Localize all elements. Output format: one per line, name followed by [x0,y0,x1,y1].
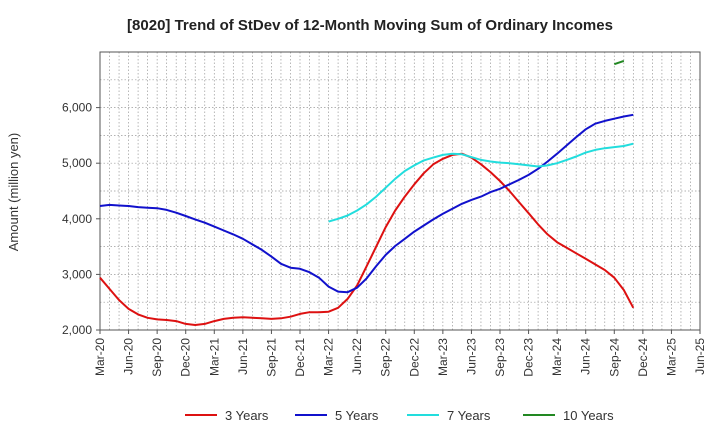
y-axis-ticks: 2,000 3,000 4,000 5,000 6,000 [62,101,100,337]
y-tick-label: 5,000 [62,156,92,170]
x-tick-label: Jun-22 [350,338,364,375]
x-tick-label: Sep-23 [493,338,507,377]
y-tick-label: 2,000 [62,323,92,337]
x-tick-label: Jun-24 [579,338,593,375]
x-tick-label: Sep-22 [379,338,393,377]
series-line-5-years [99,113,634,294]
x-axis-ticks: Mar-20 Jun-20 Sep-20 Dec-20 Mar-21 Jun-21 Sep-… [93,330,707,377]
x-tick-label: Mar-21 [207,338,221,376]
legend-label: 5 Years [335,408,379,423]
legend-label: 7 Years [447,408,491,423]
x-tick-label: Sep-21 [264,338,278,377]
x-tick-label: Dec-21 [293,338,307,377]
x-tick-label: Jun-20 [122,338,136,375]
grid-lines [100,52,700,330]
x-tick-label: Mar-23 [436,338,450,376]
y-tick-label: 6,000 [62,101,92,115]
x-tick-label: Sep-20 [150,338,164,377]
x-tick-label: Dec-22 [407,338,421,377]
x-tick-label: Jun-21 [236,338,250,375]
x-tick-label: Dec-23 [522,338,536,377]
x-tick-label: Dec-24 [636,338,650,377]
legend: 3 Years 5 Years 7 Years 10 Years [185,408,614,423]
series-line-7-years [328,142,634,223]
legend-label: 10 Years [563,408,614,423]
series-line-10-years [613,59,625,66]
x-tick-label: Mar-22 [322,338,336,376]
x-tick-label: Jun-25 [693,338,707,375]
x-tick-label: Mar-20 [93,338,107,376]
series-lines [99,59,635,326]
x-tick-label: Jun-23 [464,338,478,375]
x-tick-label: Mar-24 [550,338,564,376]
y-axis-label: Amount (million yen) [6,133,21,252]
x-tick-label: Sep-24 [607,338,621,377]
x-tick-label: Mar-25 [664,338,678,376]
y-tick-label: 3,000 [62,267,92,281]
chart-title: [8020] Trend of StDev of 12-Month Moving… [127,17,613,34]
x-tick-label: Dec-20 [179,338,193,377]
plot-frame [99,51,701,331]
legend-label: 3 Years [225,408,269,423]
series-line-3-years [99,152,635,326]
y-tick-label: 4,000 [62,212,92,226]
